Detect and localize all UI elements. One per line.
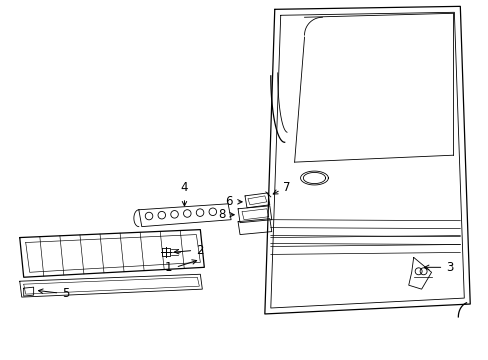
Text: 4: 4 [181,181,188,194]
Text: 6: 6 [225,195,233,208]
Text: 2: 2 [196,244,203,257]
Text: 7: 7 [282,181,289,194]
Text: 3: 3 [446,261,453,274]
Text: 1: 1 [165,261,172,274]
Text: 8: 8 [217,208,224,221]
Text: 5: 5 [62,287,70,300]
